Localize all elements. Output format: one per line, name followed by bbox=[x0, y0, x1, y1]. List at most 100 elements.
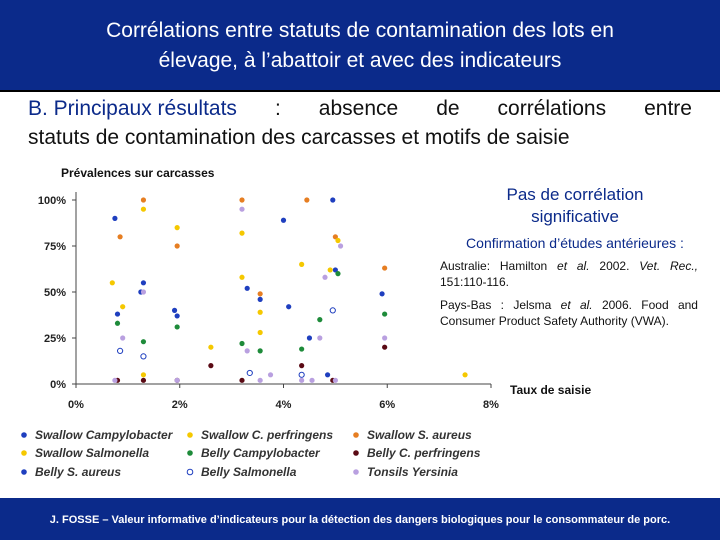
data-point bbox=[462, 372, 468, 378]
subtitle-line-2: statuts de contamination des carcasses e… bbox=[28, 126, 570, 149]
data-point bbox=[140, 289, 147, 295]
data-point bbox=[309, 377, 315, 383]
legend-label-part-1: Swallow bbox=[201, 428, 252, 442]
data-point bbox=[112, 215, 118, 221]
data-point bbox=[239, 197, 245, 203]
legend-label-part-1: Swallow bbox=[367, 428, 418, 442]
x-tick-label: 0% bbox=[68, 399, 84, 411]
legend-marker bbox=[21, 432, 27, 438]
data-point bbox=[329, 307, 336, 314]
data-point bbox=[267, 372, 274, 378]
legend-label-part-1: Tonsils bbox=[367, 465, 412, 479]
subtitle-word-3: corrélations bbox=[497, 97, 607, 120]
y-tick-label: 75% bbox=[44, 241, 66, 253]
legend-item: Swallow Campylobacter bbox=[21, 428, 174, 442]
data-point bbox=[299, 377, 305, 383]
ref2-rest: 2006. Food and Consumer Product Safety A… bbox=[440, 298, 698, 328]
data-point bbox=[332, 267, 338, 273]
data-point bbox=[140, 353, 147, 360]
legend: Swallow Campylobacter Swallow C. perfring… bbox=[21, 428, 481, 479]
ref1-journal: Vet. Rec., bbox=[639, 259, 698, 273]
legend-label-part-2: C. perfringens bbox=[252, 428, 334, 442]
ref1-pages: 151:110-116. bbox=[440, 275, 509, 289]
subtitle-line-1: B. Principaux résultats : absence de cor… bbox=[28, 94, 692, 123]
data-point bbox=[298, 371, 305, 378]
legend-item: Swallow Salmonella bbox=[21, 446, 149, 460]
y-tick-label: 0% bbox=[50, 379, 66, 391]
legend-label-part-1: Swallow bbox=[35, 446, 86, 460]
data-point bbox=[332, 377, 338, 383]
reference-netherlands: Pays-Bas : Jelsma et al. 2006. Food and … bbox=[440, 297, 698, 329]
legend-marker bbox=[187, 450, 193, 456]
data-point bbox=[239, 230, 245, 236]
y-tick-label: 25% bbox=[44, 333, 66, 345]
legend-marker bbox=[353, 450, 359, 456]
data-point bbox=[257, 296, 263, 302]
legend-item: Belly S. aureus bbox=[21, 465, 121, 479]
data-point bbox=[174, 313, 180, 319]
legend-label-part-2: Campylobacter bbox=[86, 428, 174, 442]
legend-label: Swallow Campylobacter bbox=[35, 428, 174, 442]
legend-item: Belly C. perfringens bbox=[353, 446, 481, 460]
subtitle-prefix: B. Principaux résultats bbox=[28, 97, 237, 120]
legend-label-part-1: Belly bbox=[201, 465, 233, 479]
legend-label: Belly S. aureus bbox=[35, 465, 121, 479]
data-point bbox=[116, 347, 124, 354]
data-point bbox=[140, 339, 147, 345]
data-point bbox=[239, 206, 245, 212]
subtitle-colon: : bbox=[274, 97, 281, 120]
data-point bbox=[140, 280, 147, 286]
ref1-year: 2002. bbox=[599, 259, 630, 273]
data-point bbox=[239, 377, 245, 383]
data-point bbox=[257, 348, 263, 354]
x-tick-label: 2% bbox=[172, 399, 188, 411]
data-point bbox=[174, 324, 180, 330]
data-point bbox=[317, 335, 323, 341]
data-point bbox=[322, 274, 328, 280]
subtitle-word-1: absence bbox=[318, 97, 399, 120]
data-point bbox=[140, 372, 147, 378]
no-correlation-heading: Pas de corrélation significative bbox=[446, 184, 704, 228]
ref2-country: Pays-Bas : bbox=[440, 298, 504, 312]
data-point bbox=[379, 291, 385, 297]
legend-label-part-2: S. aureus bbox=[418, 428, 472, 442]
data-point bbox=[382, 265, 388, 271]
data-point bbox=[299, 363, 305, 369]
legend-label-part-1: Belly bbox=[35, 465, 67, 479]
legend-label-part-2: Salmonella bbox=[86, 446, 150, 460]
legend-label: Swallow C. perfringens bbox=[201, 428, 333, 442]
data-point bbox=[332, 234, 338, 240]
legend-item: Belly Salmonella bbox=[186, 465, 297, 479]
data-point bbox=[140, 377, 147, 383]
data-point bbox=[246, 369, 253, 377]
data-point bbox=[304, 197, 310, 203]
legend-label-part-2: C. perfringens bbox=[399, 446, 481, 460]
data-point bbox=[112, 377, 118, 383]
heading-line-2: significative bbox=[531, 207, 619, 226]
y-axis-title: Prévalences sur carcasses bbox=[61, 166, 215, 180]
legend-marker bbox=[353, 469, 359, 475]
legend-label-part-1: Belly bbox=[367, 446, 399, 460]
ref1-country: Australie: bbox=[440, 259, 491, 273]
data-point bbox=[244, 348, 250, 354]
data-point bbox=[330, 197, 336, 203]
data-point bbox=[140, 206, 147, 212]
x-tick-label: 4% bbox=[276, 399, 292, 411]
legend-label: Belly C. perfringens bbox=[367, 446, 481, 460]
data-point bbox=[382, 344, 388, 350]
y-tick-label: 50% bbox=[44, 287, 66, 299]
heading-line-1: Pas de corrélation bbox=[506, 185, 644, 204]
ref2-authors: Jelsma bbox=[513, 298, 552, 312]
data-point bbox=[174, 225, 180, 231]
legend-label: Tonsils Yersinia bbox=[367, 465, 458, 479]
data-point bbox=[299, 346, 305, 352]
data-point bbox=[109, 280, 115, 286]
legend-label-part-2: Salmonella bbox=[233, 465, 297, 479]
data-point bbox=[286, 304, 292, 310]
data-point bbox=[337, 243, 344, 249]
legend-label-part-2: Yersinia bbox=[412, 465, 459, 479]
title-line-1: Corrélations entre statuts de contaminat… bbox=[106, 19, 614, 42]
title-line-2: élevage, à l’abattoir et avec des indica… bbox=[158, 49, 562, 72]
data-point bbox=[114, 311, 121, 317]
data-point bbox=[382, 335, 388, 341]
